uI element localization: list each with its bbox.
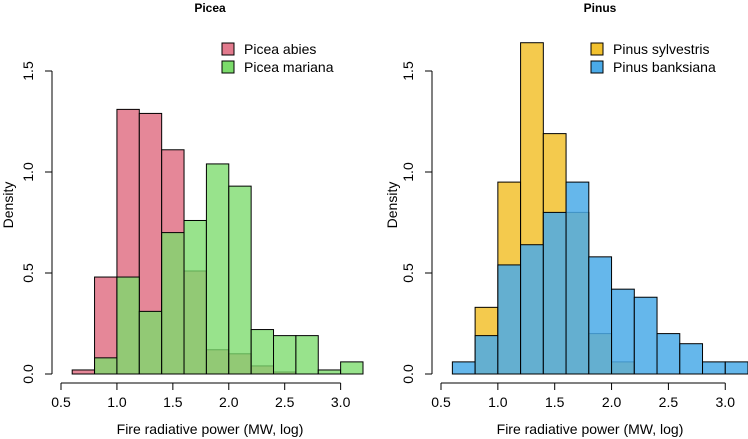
y-axis-label: Density — [0, 182, 16, 229]
histogram-bar — [542, 211, 567, 375]
histogram-bar — [474, 335, 499, 375]
legend-label: Picea mariana — [244, 59, 334, 75]
y-tick-label: 0.0 — [400, 364, 416, 384]
y-tick-label: 0.5 — [400, 263, 416, 283]
panel-title: Pinus — [584, 1, 617, 15]
histogram-bar — [656, 333, 681, 375]
histogram-bar — [228, 185, 252, 375]
y-tick-label: 0.0 — [20, 364, 36, 384]
x-tick-label: 1.5 — [545, 394, 565, 410]
histogram-bar — [183, 219, 207, 375]
legend: Picea abies Picea mariana — [221, 41, 334, 75]
x-tick-label: 1.5 — [163, 394, 183, 410]
x-tick-label: 2.0 — [602, 394, 622, 410]
legend: Pinus sylvestris Pinus banksiana — [590, 41, 716, 75]
x-axis-label: Fire radiative power (MW, log) — [117, 421, 304, 437]
legend-swatch — [221, 60, 235, 74]
histogram-bar — [565, 181, 590, 375]
histogram-bar — [205, 163, 230, 375]
x-axis-label: Fire radiative power (MW, log) — [497, 421, 684, 437]
x-tick-label: 2.5 — [659, 394, 679, 410]
histogram-bar — [71, 369, 96, 375]
legend-label: Pinus banksiana — [613, 59, 716, 75]
histogram-bar — [451, 361, 476, 375]
legend-swatch — [590, 42, 604, 56]
y-tick-label: 1.0 — [400, 162, 416, 182]
panel-picea: Picea 0.5 1.0 1.5 2.0 2.5 3.0 0.0 0.5 1.0 1.5 Pic… — [0, 1, 364, 437]
x-tick-label: 1.0 — [107, 394, 127, 410]
panel-title: Picea — [194, 1, 226, 15]
histogram-bar — [679, 343, 704, 375]
histogram-bar — [94, 357, 118, 375]
y-tick-label: 1.0 — [20, 162, 36, 182]
x-tick-label: 3.0 — [716, 394, 736, 410]
histogram-bar — [250, 329, 275, 375]
histogram-bar — [724, 361, 748, 375]
histogram-bar — [317, 369, 342, 375]
y-axis-label: Density — [384, 182, 400, 229]
bars-group — [71, 108, 364, 375]
legend-label: Pinus sylvestris — [613, 41, 709, 57]
histogram-bar — [520, 244, 544, 375]
axes-group: 0.5 1.0 1.5 2.0 2.5 3.0 0.0 0.5 1.0 1.5 — [20, 61, 351, 410]
legend-label: Picea abies — [244, 41, 316, 57]
histogram-bar — [633, 296, 658, 375]
histogram-bar — [295, 335, 319, 375]
x-tick-label: 1.0 — [488, 394, 508, 410]
histogram-bar — [611, 288, 635, 375]
y-tick-label: 0.5 — [20, 263, 36, 283]
histogram-bar — [340, 361, 364, 375]
histogram-bar — [497, 264, 522, 375]
histogram-bar — [138, 310, 163, 375]
histogram-bar — [588, 256, 613, 375]
histogram-bar — [161, 232, 185, 375]
panel-pinus: Pinus 0.5 1.0 1.5 2.0 2.5 3.0 0.0 0.5 1.0 1.5 Pin… — [384, 1, 748, 437]
x-tick-label: 0.5 — [51, 394, 71, 410]
x-tick-label: 2.5 — [275, 394, 295, 410]
y-tick-label: 1.5 — [400, 61, 416, 81]
axes-group: 0.5 1.0 1.5 2.0 2.5 3.0 0.0 0.5 1.0 1.5 — [400, 61, 735, 410]
legend-swatch — [221, 42, 235, 56]
x-tick-label: 3.0 — [331, 394, 351, 410]
x-tick-label: 0.5 — [431, 394, 451, 410]
histogram-bar — [702, 361, 726, 375]
bars-group — [451, 42, 748, 375]
x-tick-label: 2.0 — [219, 394, 239, 410]
legend-swatch — [590, 60, 604, 74]
y-tick-label: 1.5 — [20, 61, 36, 81]
histogram-bar — [273, 335, 297, 375]
histogram-bar — [116, 276, 140, 375]
